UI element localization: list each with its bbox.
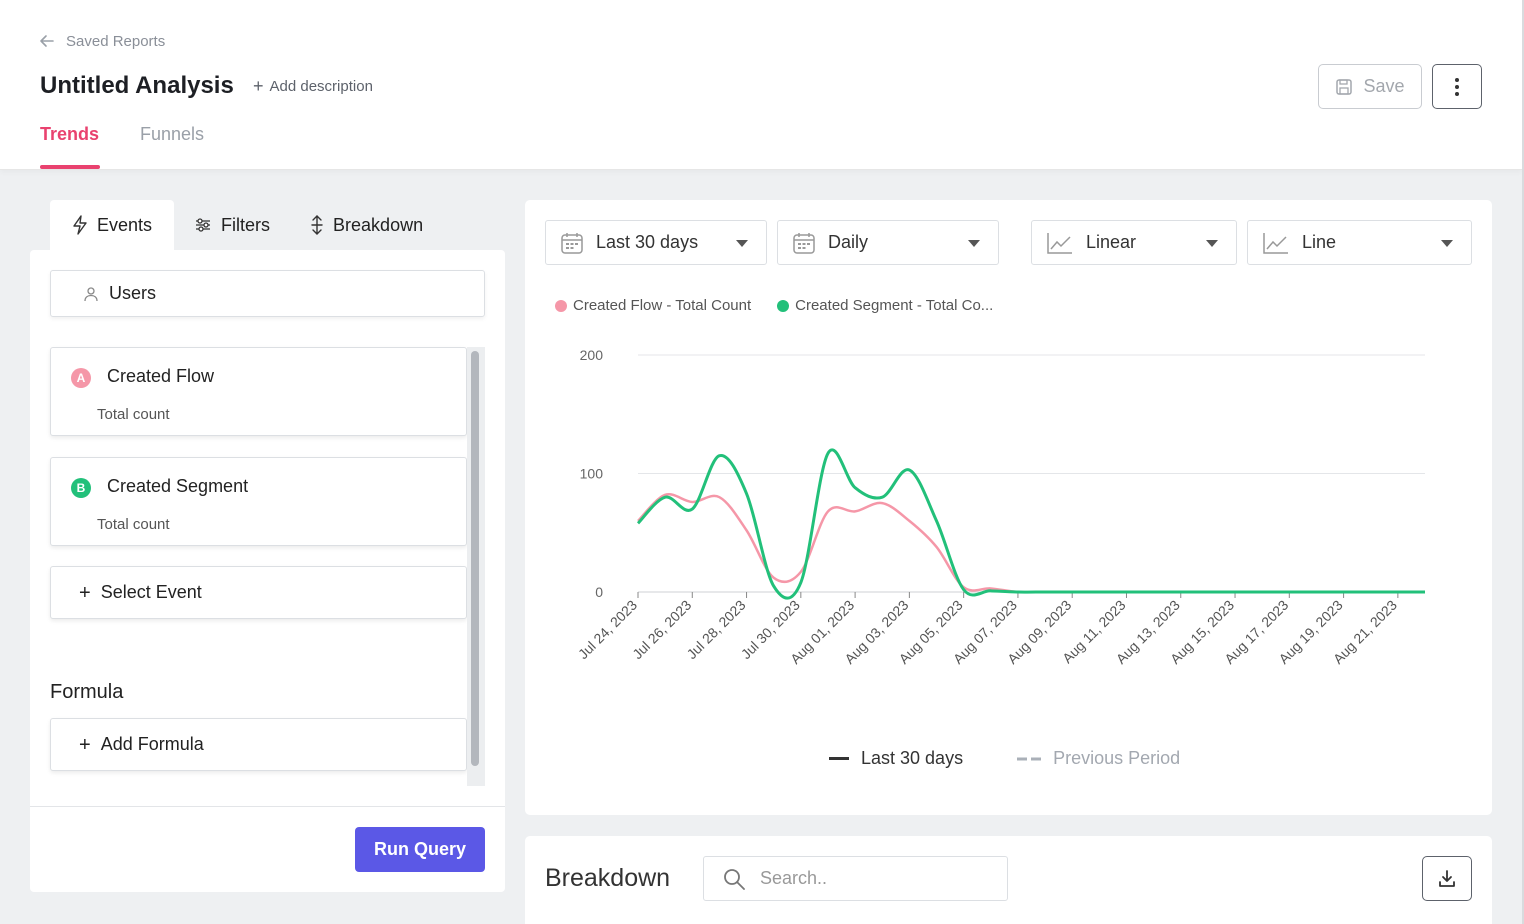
calendar-icon <box>793 232 815 254</box>
series-legend: Created Flow - Total Count Created Segme… <box>555 297 993 314</box>
tab-breakdown[interactable]: Breakdown <box>292 200 445 250</box>
users-selector[interactable]: Users <box>50 270 485 317</box>
tab-funnels[interactable]: Funnels <box>140 124 205 144</box>
chart-type-select[interactable]: Line <box>1247 220 1472 265</box>
download-button[interactable] <box>1422 856 1472 901</box>
breakdown-heading: Breakdown <box>545 864 671 892</box>
page-header: Saved Reports Untitled Analysis + Add de… <box>0 0 1522 170</box>
legend-label: Created Flow - Total Count <box>573 297 752 314</box>
formula-heading: Formula <box>50 681 124 703</box>
arrow-left-icon <box>40 35 54 47</box>
save-button[interactable]: Save <box>1318 64 1422 109</box>
breakdown-arrows-icon <box>311 215 323 235</box>
more-options-button[interactable] <box>1432 64 1482 109</box>
y-tick-label: 0 <box>595 584 603 600</box>
date-range-value: Last 30 days <box>596 232 699 252</box>
add-description-button[interactable]: + Add description <box>253 77 373 95</box>
select-event-button[interactable]: + Select Event <box>50 566 467 619</box>
line-chart-icon <box>1047 232 1072 254</box>
period-legend: Last 30 days Previous Period <box>829 748 1180 769</box>
page-title[interactable]: Untitled Analysis <box>40 72 234 99</box>
legend-current-period[interactable]: Last 30 days <box>829 748 963 769</box>
event-badge-a: A <box>71 368 91 388</box>
panel-divider <box>30 806 505 807</box>
breakdown-search[interactable]: Search.. <box>703 856 1008 901</box>
active-tab-indicator <box>40 165 100 169</box>
plus-icon: + <box>79 581 91 604</box>
events-panel: Users A Created Flow Total count B Creat… <box>30 250 505 892</box>
y-tick-label: 100 <box>580 466 604 482</box>
interval-select[interactable]: Daily <box>777 220 999 265</box>
tab-filters[interactable]: Filters <box>174 200 292 250</box>
interval-value: Daily <box>828 232 869 252</box>
user-icon <box>84 286 98 301</box>
event-name: Created Segment <box>107 476 249 496</box>
chevron-down-icon <box>1441 240 1453 247</box>
breakdown-card: Breakdown Search.. <box>525 836 1492 924</box>
chevron-down-icon <box>968 240 980 247</box>
chevron-down-icon <box>736 240 748 247</box>
floppy-disk-icon <box>1336 78 1353 95</box>
scrollbar-thumb[interactable] <box>471 351 479 766</box>
add-formula-label: Add Formula <box>100 734 204 754</box>
search-placeholder: Search.. <box>760 868 828 888</box>
chart-card: Last 30 days Daily Linear Line Created F… <box>525 200 1492 815</box>
download-icon <box>1439 869 1455 887</box>
select-event-label: Select Event <box>100 582 202 602</box>
tab-events[interactable]: Events <box>50 200 175 250</box>
save-button-label: Save <box>1363 76 1405 96</box>
dashed-line-icon <box>1017 757 1042 760</box>
legend-dot <box>777 299 790 312</box>
previous-period-label: Previous Period <box>1053 748 1181 768</box>
chart-type-value: Line <box>1302 232 1337 252</box>
sliders-icon <box>196 218 211 232</box>
scale-select[interactable]: Linear <box>1031 220 1237 265</box>
tab-filters-label: Filters <box>221 214 271 235</box>
run-query-button[interactable]: Run Query <box>355 827 485 872</box>
solid-line-icon <box>829 757 849 760</box>
line-chart-icon <box>1263 232 1288 254</box>
window-edge <box>1522 0 1524 924</box>
event-card-b[interactable]: B Created Segment Total count <box>50 457 467 546</box>
event-card-a[interactable]: A Created Flow Total count <box>50 347 467 436</box>
left-panel-tabs: Events Filters Breakdown <box>50 200 445 250</box>
vertical-dots-icon <box>1455 77 1459 96</box>
calendar-icon <box>561 232 583 254</box>
event-badge-b: B <box>71 478 91 498</box>
date-range-select[interactable]: Last 30 days <box>545 220 767 265</box>
tab-trends[interactable]: Trends <box>40 124 100 144</box>
add-formula-button[interactable]: + Add Formula <box>50 718 467 771</box>
current-period-label: Last 30 days <box>861 748 964 768</box>
add-description-label: Add description <box>269 77 373 95</box>
legend-dot <box>555 299 567 312</box>
users-label: Users <box>109 283 157 303</box>
legend-previous-period[interactable]: Previous Period <box>1017 748 1180 769</box>
back-to-saved-reports[interactable]: Saved Reports <box>38 32 165 50</box>
plus-icon: + <box>253 76 264 96</box>
lightning-icon <box>73 215 87 235</box>
series-line-created-segment <box>636 448 1425 600</box>
scale-value: Linear <box>1086 232 1137 252</box>
legend-label: Created Segment - Total Co... <box>795 297 994 314</box>
search-icon <box>724 868 745 890</box>
chevron-down-icon <box>1206 240 1218 247</box>
plus-icon: + <box>79 733 91 756</box>
legend-item-created-segment[interactable]: Created Segment - Total Co... <box>777 297 993 314</box>
y-tick-label: 200 <box>580 347 604 363</box>
back-link-label: Saved Reports <box>66 32 166 50</box>
series-line-created-flow <box>637 492 1425 594</box>
legend-item-created-flow[interactable]: Created Flow - Total Count <box>555 297 751 314</box>
tab-events-label: Events <box>97 214 153 235</box>
event-aggregation[interactable]: Total count <box>97 406 170 423</box>
event-aggregation[interactable]: Total count <box>97 516 170 533</box>
event-name: Created Flow <box>107 366 215 386</box>
tab-breakdown-label: Breakdown <box>333 214 424 235</box>
